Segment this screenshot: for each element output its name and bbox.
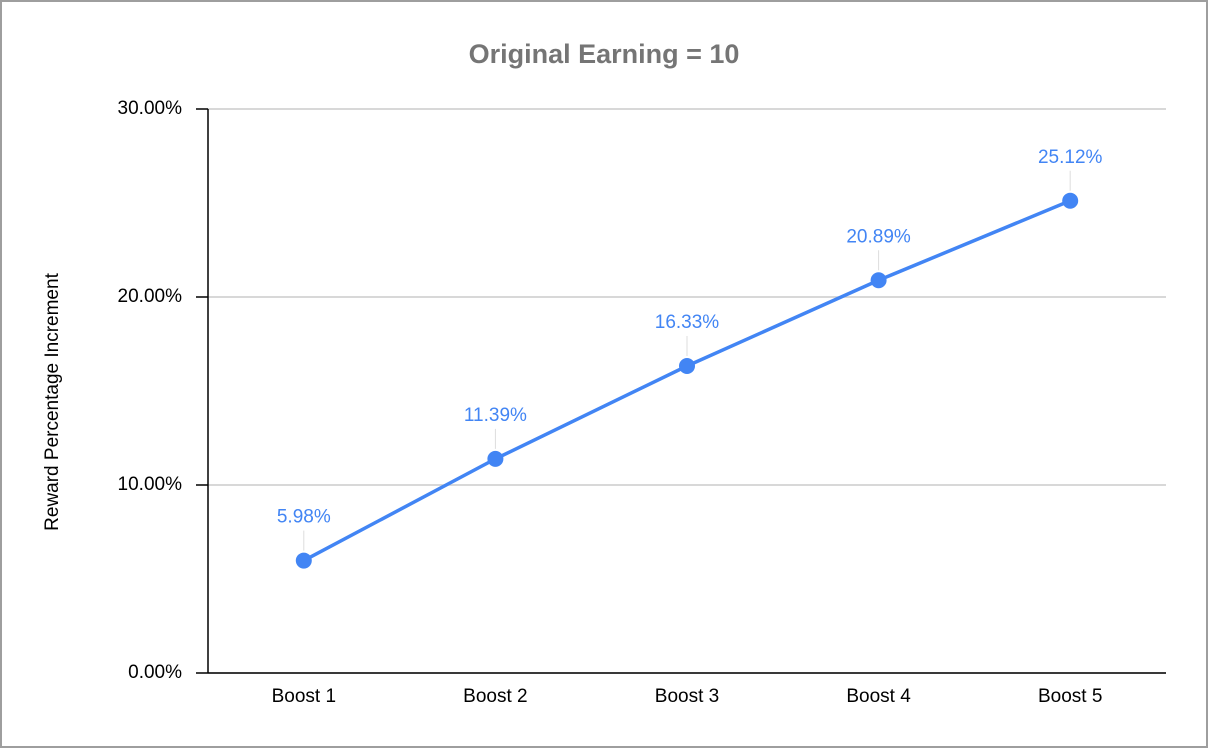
y-tick-label: 10.00% bbox=[118, 474, 183, 495]
x-tick-label: Boost 1 bbox=[272, 686, 336, 707]
chart-title: Original Earning = 10 bbox=[469, 39, 740, 69]
data-label: 11.39% bbox=[464, 405, 527, 426]
y-axis-label: Reward Percentage Increment bbox=[42, 272, 63, 530]
y-tick-label: 20.00% bbox=[118, 286, 183, 307]
x-tick-label: Boost 2 bbox=[463, 686, 527, 707]
point bbox=[870, 272, 887, 289]
point bbox=[1062, 192, 1079, 209]
x-tick-label: Boost 3 bbox=[655, 686, 719, 707]
point bbox=[487, 450, 504, 467]
data-label: 5.98% bbox=[277, 507, 331, 528]
data-label: 20.89% bbox=[846, 226, 911, 247]
x-tick-label: Boost 4 bbox=[846, 686, 911, 707]
y-tick-label: 0.00% bbox=[128, 662, 182, 683]
data-label: 16.33% bbox=[655, 312, 720, 333]
data-label: 25.12% bbox=[1038, 147, 1103, 168]
point bbox=[295, 552, 312, 569]
x-tick-label: Boost 5 bbox=[1038, 686, 1102, 707]
point bbox=[679, 357, 695, 374]
y-tick-label: 30.00% bbox=[118, 98, 183, 119]
